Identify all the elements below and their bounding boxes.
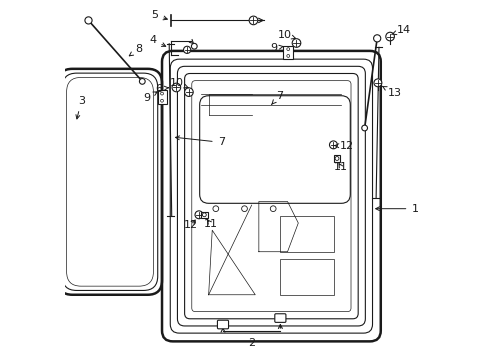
Circle shape: [329, 141, 337, 149]
Text: 10: 10: [169, 78, 188, 88]
Text: 10: 10: [278, 30, 295, 40]
Text: 7: 7: [271, 91, 283, 105]
Bar: [280, 216, 333, 252]
Circle shape: [373, 79, 381, 87]
Text: 11: 11: [334, 162, 347, 172]
Text: 1: 1: [375, 204, 418, 214]
Circle shape: [361, 125, 367, 131]
Circle shape: [202, 213, 206, 217]
Text: 13: 13: [381, 86, 401, 98]
Bar: [280, 259, 333, 295]
Bar: [158, 90, 166, 104]
Circle shape: [172, 83, 180, 92]
Text: 14: 14: [391, 25, 410, 35]
Text: 8: 8: [129, 44, 142, 56]
Text: 12: 12: [333, 141, 353, 151]
Bar: [333, 155, 340, 162]
Circle shape: [191, 43, 197, 49]
Text: 5: 5: [151, 10, 167, 20]
Bar: [201, 212, 207, 218]
Bar: [283, 46, 293, 59]
Circle shape: [85, 17, 92, 24]
Circle shape: [184, 88, 193, 96]
Text: 9: 9: [270, 43, 283, 53]
Circle shape: [292, 39, 300, 47]
Text: 6: 6: [155, 84, 168, 94]
Circle shape: [334, 157, 338, 161]
Circle shape: [385, 32, 394, 41]
Text: 2: 2: [247, 338, 255, 348]
FancyBboxPatch shape: [217, 320, 228, 329]
Text: 11: 11: [203, 219, 217, 229]
Text: 4: 4: [149, 35, 165, 46]
Circle shape: [139, 78, 145, 84]
Circle shape: [373, 35, 380, 42]
Text: 9: 9: [143, 92, 157, 103]
Text: 7: 7: [175, 136, 224, 147]
Circle shape: [249, 16, 257, 25]
Text: 3: 3: [76, 96, 84, 119]
Circle shape: [195, 211, 203, 219]
FancyBboxPatch shape: [274, 314, 285, 322]
Text: 12: 12: [183, 220, 197, 230]
Circle shape: [183, 46, 190, 53]
